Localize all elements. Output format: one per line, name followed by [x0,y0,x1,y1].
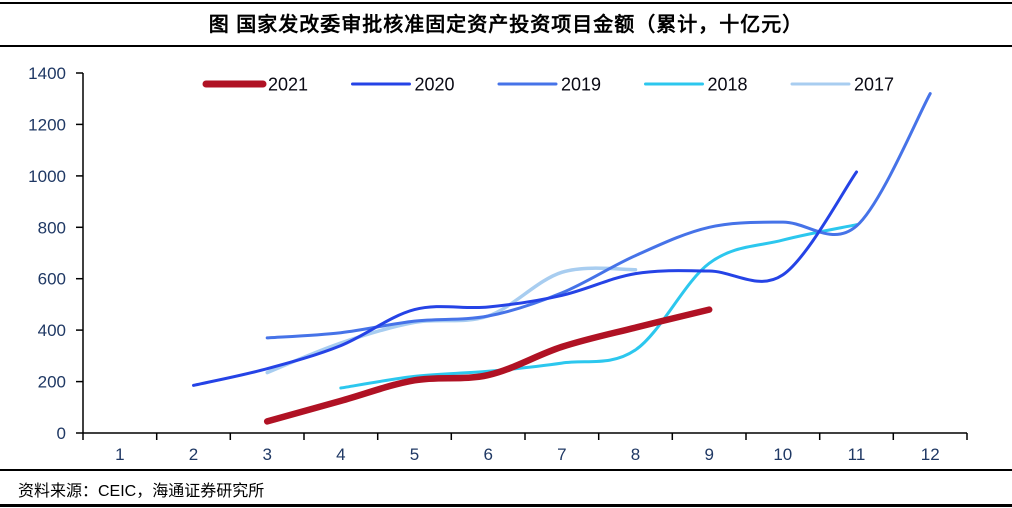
legend-label-2020: 2020 [415,75,455,95]
y-tick-label: 800 [38,218,66,237]
series-line-2020 [192,170,858,387]
y-tick-label: 1200 [28,115,66,134]
x-tick-label: 9 [704,445,713,464]
y-tick-label: 0 [57,424,66,443]
x-tick-label: 5 [410,445,419,464]
x-tick-label: 4 [336,445,345,464]
legend-item-2018: 2018 [644,75,748,95]
title-divider-rule [0,45,1012,47]
y-tick-label: 200 [38,373,66,392]
legend-item-2017: 2017 [790,75,894,95]
x-tick-label: 3 [262,445,271,464]
y-tick-label: 400 [38,321,66,340]
series-line-2019 [265,92,932,340]
axes [76,72,968,440]
y-tick-label: 600 [38,270,66,289]
legend-label-2018: 2018 [708,75,748,95]
chart-title: 图 国家发改委审批核准固定资产投资项目金额（累计，十亿元） [208,14,804,36]
bottom-border-rule [0,504,1012,507]
legend-label-2021: 2021 [268,75,308,95]
legend-item-2020: 2020 [351,75,455,95]
legend-label-2019: 2019 [561,75,601,95]
legend-item-2021: 2021 [202,75,308,95]
y-tick-label: 1000 [28,167,66,186]
x-tick-label: 10 [773,445,792,464]
footer-divider-rule [0,469,1012,471]
series-line-2018 [339,223,858,390]
legend-item-2019: 2019 [497,75,601,95]
x-tick-label: 7 [557,445,566,464]
x-tick-label: 11 [848,445,866,464]
series-line-2017 [265,266,638,375]
series-lines [192,92,932,425]
legend: 2021 2020 2019 2018 2017 [202,75,894,95]
top-border-rule [0,2,1012,4]
x-tick-label: 6 [483,445,492,464]
x-tick-label: 8 [631,445,640,464]
x-tick-label: 1 [115,445,124,464]
series-line-2021 [263,306,713,425]
legend-label-2017: 2017 [854,75,894,95]
y-tick-label: 1400 [28,64,66,83]
x-tick-label: 12 [921,445,940,464]
x-tick-label: 2 [189,445,198,464]
source-note: 资料来源：CEIC，海通证券研究所 [18,483,265,500]
